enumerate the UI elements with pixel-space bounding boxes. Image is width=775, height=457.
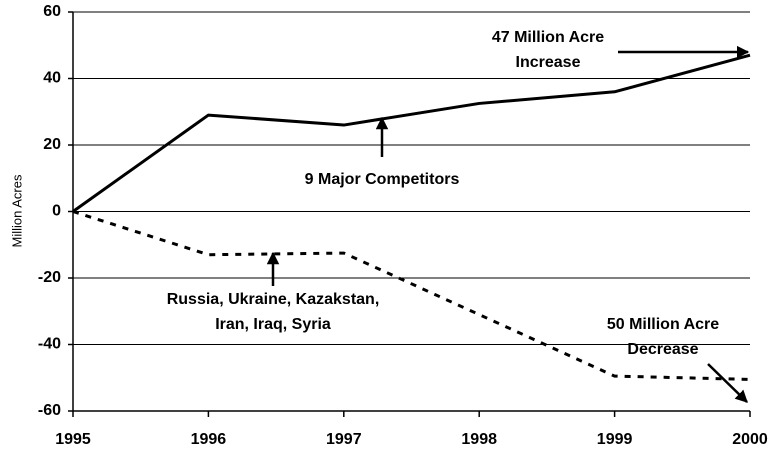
annotation: 50 Million Acre xyxy=(607,316,719,333)
y-tick-label: 0 xyxy=(52,203,61,220)
x-tick-label: 1997 xyxy=(326,431,362,448)
annotation: Increase xyxy=(516,54,581,71)
annotation: Iran, Iraq, Syria xyxy=(215,316,331,333)
y-tick-label: 40 xyxy=(43,70,61,87)
y-axis-title: Million Acres xyxy=(9,174,24,247)
y-tick-label: -20 xyxy=(38,269,61,286)
annotation: Russia, Ukraine, Kazakstan, xyxy=(167,291,380,308)
annotation: 9 Major Competitors xyxy=(305,171,460,188)
annotation: Decrease xyxy=(627,341,698,358)
y-tick-label: -40 xyxy=(38,336,61,353)
annotation: 47 Million Acre xyxy=(492,29,604,46)
series-line xyxy=(72,53,751,213)
x-tick-label: 2000 xyxy=(732,431,768,448)
x-tick-label: 1999 xyxy=(597,431,633,448)
y-tick-label: 60 xyxy=(43,3,61,20)
x-tick-label: 1998 xyxy=(461,431,497,448)
annotation-arrow xyxy=(707,363,748,403)
y-tick-label: 20 xyxy=(43,136,61,153)
x-tick-label: 1996 xyxy=(191,431,227,448)
series-line xyxy=(72,210,751,381)
x-tick-label: 1995 xyxy=(55,431,91,448)
y-tick-label: -60 xyxy=(38,402,61,419)
